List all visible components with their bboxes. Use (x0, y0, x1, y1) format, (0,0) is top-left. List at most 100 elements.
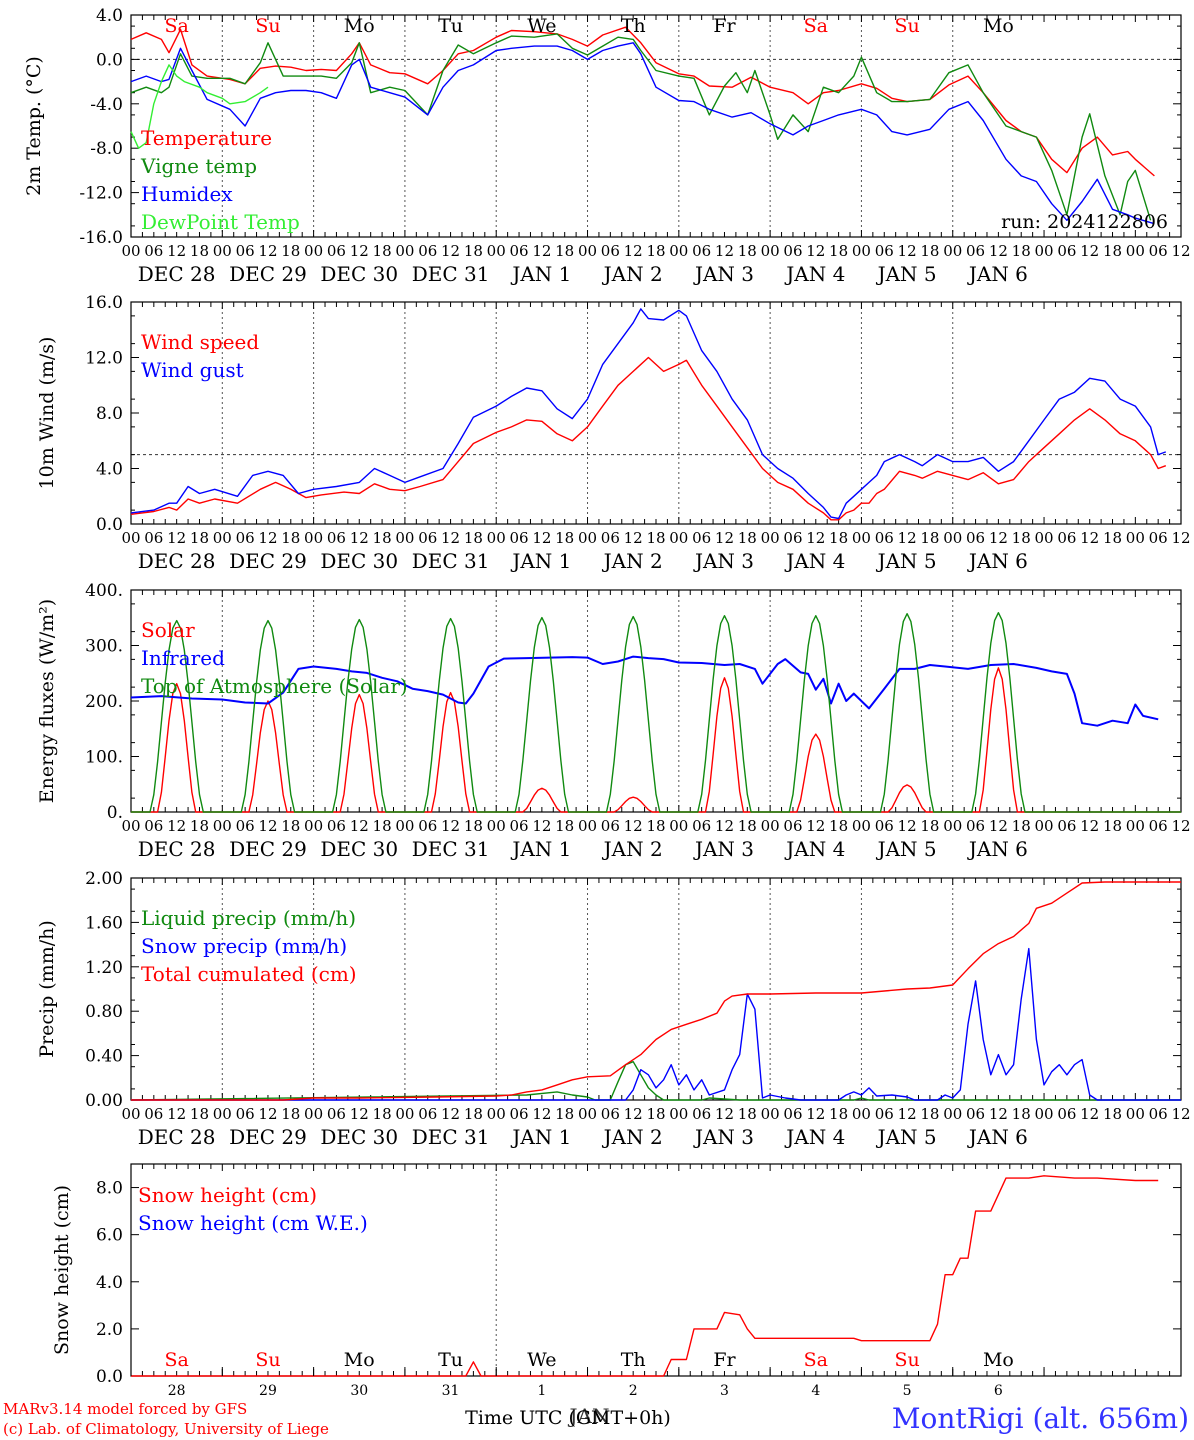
date-label: DEC 30 (320, 549, 398, 573)
y-tick-label: 0.00 (85, 1091, 123, 1111)
hour-label: 12 (167, 242, 186, 260)
date-label: JAN 2 (602, 837, 663, 861)
hour-label: 12 (624, 817, 643, 835)
station-name: MontRigi (alt. 656m) (892, 1402, 1189, 1435)
date-label: DEC 31 (412, 549, 490, 573)
date-label: DEC 30 (320, 837, 398, 861)
hour-label: 00 (1126, 529, 1145, 547)
day-number: 31 (442, 1383, 460, 1399)
hour-label: 18 (738, 817, 757, 835)
hour-label: 12 (258, 529, 277, 547)
hour-label: 12 (898, 1105, 917, 1123)
hour-label: 06 (692, 817, 711, 835)
series-line (130, 64, 269, 149)
date-label: DEC 28 (138, 837, 216, 861)
hour-label: 06 (692, 242, 711, 260)
hour-label: 18 (373, 817, 392, 835)
hour-label: 12 (441, 242, 460, 260)
hour-label: 06 (509, 817, 528, 835)
hour-label: 06 (418, 817, 437, 835)
date-label: DEC 31 (412, 262, 490, 286)
hour-label: 12 (532, 529, 551, 547)
hour-label: 00 (213, 817, 232, 835)
hour-label: 06 (236, 1105, 255, 1123)
legend-entry: Top of Atmosphere (Solar) (141, 674, 408, 698)
date-label: DEC 31 (412, 837, 490, 861)
y-tick-label: 4.0 (96, 460, 123, 480)
y-tick-label: 6.0 (96, 1226, 123, 1246)
y-tick-label: 400. (85, 581, 123, 601)
date-label: JAN 5 (876, 837, 937, 861)
hour-label: 18 (464, 1105, 483, 1123)
weekday-label: We (527, 15, 556, 37)
date-label: JAN 5 (876, 549, 937, 573)
day-number: 5 (903, 1383, 912, 1399)
y-tick-label: 12.0 (85, 349, 123, 369)
panel-2: Energy fluxes (W/m²) (36, 589, 1182, 813)
plot-frame (130, 14, 1182, 238)
date-label: JAN 1 (510, 549, 571, 573)
hour-label: 00 (761, 529, 780, 547)
hour-label: 18 (920, 529, 939, 547)
series-line (131, 1175, 1159, 1377)
weekday-label: Su (255, 15, 280, 37)
hour-label: 18 (373, 529, 392, 547)
hour-label: 06 (1057, 529, 1076, 547)
y-tick-label: 0.0 (96, 50, 123, 70)
hour-label: 18 (281, 242, 300, 260)
day-number: 3 (720, 1383, 729, 1399)
legend-entry: Snow height (cm) (138, 1183, 317, 1207)
y-tick-label: 16.0 (85, 293, 123, 313)
hour-label: 06 (144, 1105, 163, 1123)
legend-entry: Snow precip (mm/h) (141, 934, 347, 958)
hour-label: 18 (190, 242, 209, 260)
hour-label: 18 (829, 529, 848, 547)
hour-label: 06 (1149, 817, 1168, 835)
y-tick-label: 4.0 (96, 6, 123, 26)
y-tick-label: -16.0 (79, 228, 123, 248)
y-tick-label: 2.00 (85, 869, 123, 889)
hour-label: 12 (350, 242, 369, 260)
legend-entry: Snow height (cm W.E.) (138, 1211, 368, 1235)
hour-label: 00 (487, 1105, 506, 1123)
hour-label: 00 (395, 1105, 414, 1123)
hour-label: 12 (1171, 242, 1190, 260)
y-tick-label: 0. (107, 803, 123, 823)
y-tick-label: 1.20 (85, 958, 123, 978)
hour-label: 06 (509, 242, 528, 260)
date-label: JAN 6 (967, 262, 1028, 286)
hour-label: 00 (578, 529, 597, 547)
y-tick-label: 200. (85, 692, 123, 712)
series-line (131, 612, 1181, 813)
hour-label: 00 (304, 529, 323, 547)
date-label: DEC 29 (229, 1125, 307, 1149)
date-label: JAN 3 (693, 549, 754, 573)
hour-label: 06 (144, 242, 163, 260)
hour-label: 18 (829, 817, 848, 835)
y-tick-label: 8.0 (96, 1179, 123, 1199)
hour-label: 18 (829, 1105, 848, 1123)
hour-label: 00 (487, 817, 506, 835)
date-label: JAN 5 (876, 1125, 937, 1149)
day-number: 4 (811, 1383, 820, 1399)
hour-label: 18 (555, 242, 574, 260)
hour-label: 06 (418, 242, 437, 260)
hour-label: 00 (121, 242, 140, 260)
day-number: 1 (537, 1383, 546, 1399)
hour-label: 12 (898, 817, 917, 835)
y-tick-label: 100. (85, 748, 123, 768)
hour-label: 12 (806, 817, 825, 835)
weekday-label: Tu (438, 1349, 463, 1371)
series-line (130, 356, 1167, 521)
legend-entry: Wind speed (141, 330, 259, 354)
series-line (130, 42, 1155, 225)
hour-label: 00 (304, 242, 323, 260)
lab-credit: (c) Lab. of Climatology, University of L… (3, 1420, 329, 1438)
hour-label: 00 (1034, 1105, 1053, 1123)
hour-label: 06 (875, 1105, 894, 1123)
hour-label: 06 (144, 529, 163, 547)
hour-label: 00 (304, 817, 323, 835)
date-label: JAN 2 (602, 1125, 663, 1149)
hour-label: 00 (578, 817, 597, 835)
hour-label: 06 (966, 817, 985, 835)
